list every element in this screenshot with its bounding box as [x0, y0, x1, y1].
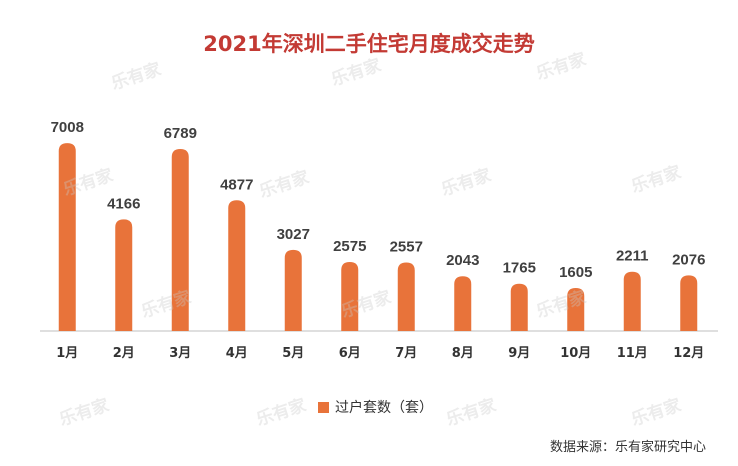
bar	[284, 249, 302, 331]
x-tick-label: 2月	[113, 346, 135, 361]
bar	[454, 276, 472, 331]
data-label: 2043	[446, 252, 479, 269]
legend-label: 过户套数（套）	[335, 400, 433, 416]
bar	[567, 287, 585, 331]
x-tick-label: 1月	[56, 346, 78, 361]
data-label: 1765	[503, 260, 536, 277]
legend-swatch	[318, 401, 329, 413]
x-tick-label: 7月	[395, 346, 417, 361]
bar	[228, 200, 246, 331]
source-note: 数据来源：乐有家研究中心	[549, 440, 706, 455]
x-tick-label: 12月	[673, 346, 704, 361]
bar	[623, 271, 641, 331]
bar	[115, 219, 133, 331]
x-tick-label: 10月	[560, 346, 591, 361]
data-label: 1605	[559, 264, 592, 281]
data-label: 2211	[616, 248, 649, 265]
data-label: 6789	[164, 125, 197, 142]
bar	[341, 261, 359, 331]
bar	[397, 262, 415, 331]
bar	[171, 149, 189, 331]
bar	[680, 275, 698, 331]
data-label: 4877	[220, 176, 253, 193]
x-tick-label: 9月	[508, 346, 530, 361]
data-label: 4166	[107, 195, 140, 212]
bar	[58, 143, 76, 331]
data-label: 7008	[51, 119, 84, 136]
bar	[510, 283, 528, 331]
data-label: 3027	[277, 226, 310, 243]
x-tick-label: 6月	[339, 346, 361, 361]
x-tick-label: 5月	[282, 346, 304, 361]
x-tick-label: 8月	[452, 346, 474, 361]
x-tick-label: 3月	[169, 346, 191, 361]
x-tick-label: 11月	[617, 346, 648, 361]
data-label: 2575	[333, 238, 366, 255]
data-label: 2557	[390, 238, 423, 255]
x-tick-label: 4月	[226, 346, 248, 361]
chart-title: 2021年深圳二手住宅月度成交走势	[203, 32, 535, 56]
data-label: 2076	[672, 251, 705, 268]
legend: 过户套数（套）	[318, 397, 433, 417]
